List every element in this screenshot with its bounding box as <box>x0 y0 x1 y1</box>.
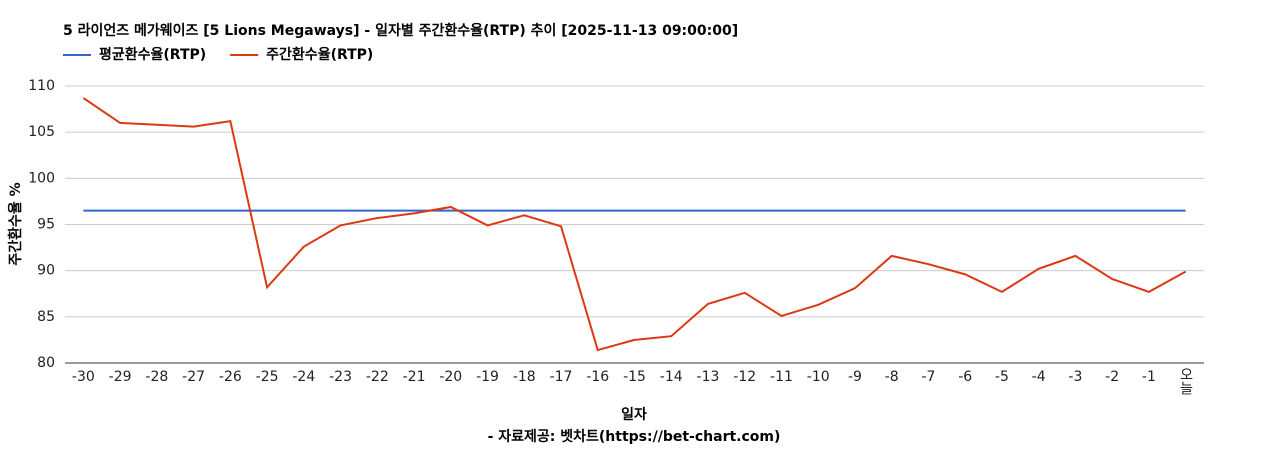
x-tick-label: -10 <box>807 369 830 385</box>
x-tick-label: -30 <box>72 369 95 385</box>
legend-label: 주간환수율(RTP) <box>266 46 373 63</box>
x-tick-label: -14 <box>660 369 683 385</box>
x-tick-label: -29 <box>109 369 132 385</box>
y-tick-label: 95 <box>37 217 55 233</box>
x-tick-label: -20 <box>439 369 462 385</box>
y-tick-label: 105 <box>28 124 55 140</box>
y-axis-title: 주간환수율 % <box>7 182 24 265</box>
y-tick-label: 90 <box>37 263 55 279</box>
x-tick-label: -15 <box>623 369 646 385</box>
x-tick-label: -26 <box>219 369 242 385</box>
x-tick-label: 오늘 <box>1178 367 1194 395</box>
y-tick-label: 85 <box>37 309 55 325</box>
x-tick-label: -19 <box>476 369 499 385</box>
x-tick-label: -2 <box>1105 369 1119 385</box>
legend-label: 평균환수율(RTP) <box>99 46 206 63</box>
source-note: - 자료제공: 벳차트(https://bet-chart.com) <box>488 428 781 445</box>
x-tick-label: -25 <box>256 369 279 385</box>
x-tick-label: -5 <box>995 369 1009 385</box>
x-tick-label: -17 <box>550 369 573 385</box>
x-tick-label: -1 <box>1142 369 1156 385</box>
x-tick-label: -21 <box>403 369 426 385</box>
x-tick-label: -8 <box>885 369 899 385</box>
x-tick-label: -27 <box>182 369 205 385</box>
x-tick-label: -22 <box>366 369 389 385</box>
y-tick-label: 80 <box>37 355 55 371</box>
x-tick-label: -28 <box>145 369 168 385</box>
x-tick-label: -7 <box>921 369 935 385</box>
x-tick-label: -12 <box>733 369 756 385</box>
y-tick-label: 100 <box>28 170 55 186</box>
x-tick-label: -13 <box>697 369 720 385</box>
x-tick-label: -3 <box>1068 369 1082 385</box>
chart-title: 5 라이언즈 메가웨이즈 [5 Lions Megaways] - 일자별 주간… <box>63 22 738 39</box>
x-tick-label: -9 <box>848 369 862 385</box>
x-axis-title: 일자 <box>621 407 647 423</box>
x-tick-label: -24 <box>292 369 315 385</box>
y-tick-label: 110 <box>28 78 55 94</box>
x-tick-label: -11 <box>770 369 793 385</box>
series-line <box>82 97 1187 352</box>
x-tick-label: -16 <box>586 369 609 385</box>
x-tick-label: -18 <box>513 369 536 385</box>
x-tick-label: -6 <box>958 369 972 385</box>
x-tick-label: -4 <box>1032 369 1046 385</box>
x-tick-label: -23 <box>329 369 352 385</box>
